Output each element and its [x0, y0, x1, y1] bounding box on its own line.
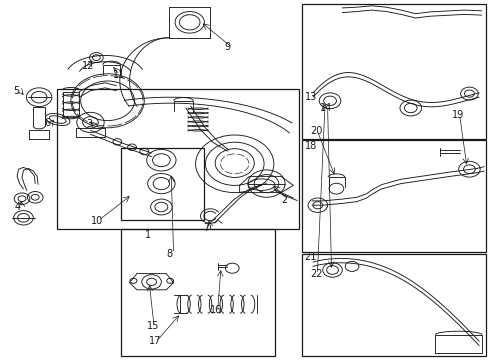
- Bar: [121, 229, 275, 356]
- Text: 7: 7: [203, 223, 209, 233]
- Text: 17: 17: [149, 336, 161, 346]
- Text: 12: 12: [82, 60, 94, 71]
- Text: 5: 5: [13, 86, 19, 96]
- Bar: [302, 140, 485, 252]
- Text: 4: 4: [15, 202, 21, 212]
- Text: 8: 8: [166, 249, 172, 259]
- Text: 22: 22: [309, 269, 322, 279]
- Text: 6: 6: [44, 118, 50, 128]
- Text: 15: 15: [146, 321, 159, 331]
- Text: 3: 3: [86, 119, 92, 129]
- Text: 2: 2: [281, 195, 287, 205]
- Text: 20: 20: [309, 126, 322, 136]
- Text: 21: 21: [304, 252, 316, 262]
- Bar: [121, 148, 204, 220]
- Text: 1: 1: [145, 230, 151, 240]
- Text: 13: 13: [305, 92, 317, 102]
- Text: 9: 9: [224, 42, 230, 52]
- Bar: [302, 4, 485, 139]
- Text: 10: 10: [91, 216, 103, 226]
- Text: 14: 14: [320, 103, 332, 113]
- Bar: [302, 254, 485, 356]
- Text: 19: 19: [451, 110, 464, 120]
- Bar: [57, 89, 299, 229]
- Text: 16: 16: [210, 305, 222, 315]
- Text: 11: 11: [112, 70, 124, 80]
- Text: 18: 18: [305, 141, 317, 151]
